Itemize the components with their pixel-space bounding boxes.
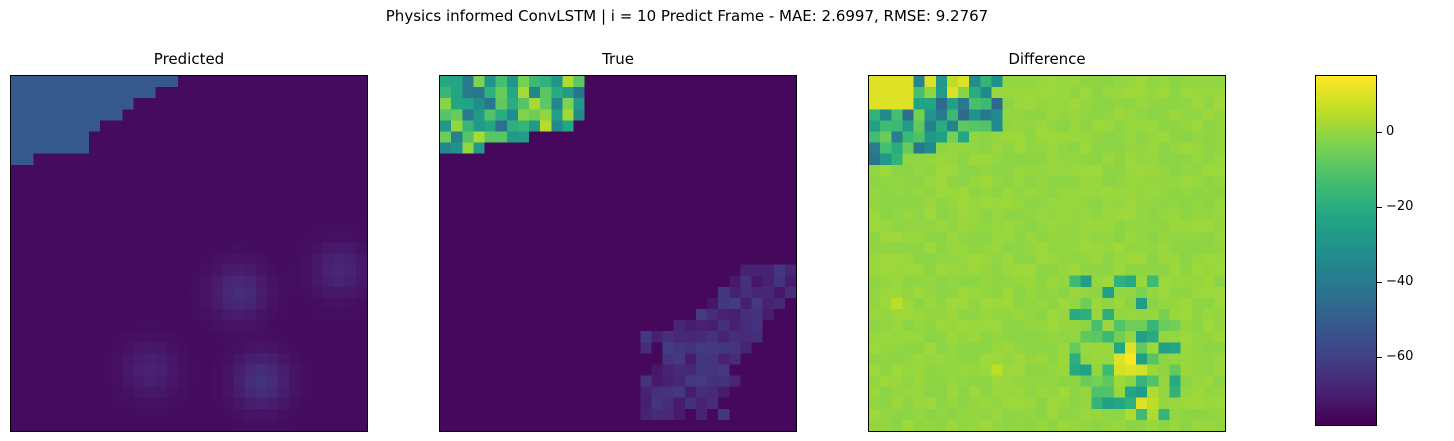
colorbar-tick <box>1377 282 1382 283</box>
difference-heatmap-canvas <box>869 76 1225 431</box>
predicted-heatmap <box>10 75 368 432</box>
true-heatmap <box>439 75 797 432</box>
true-title: True <box>602 50 634 68</box>
colorbar-gradient <box>1316 76 1376 425</box>
difference-title: Difference <box>1008 50 1086 68</box>
difference-heatmap <box>868 75 1226 432</box>
colorbar <box>1315 75 1377 426</box>
true-heatmap-canvas <box>440 76 796 431</box>
colorbar-tick-label: 0 <box>1386 124 1395 139</box>
colorbar-tick-label: −20 <box>1386 199 1414 214</box>
colorbar-tick <box>1377 207 1382 208</box>
predicted-heatmap-canvas <box>11 76 367 431</box>
colorbar-tick <box>1377 132 1382 133</box>
colorbar-tick-label: −40 <box>1386 274 1414 289</box>
colorbar-tick-label: −60 <box>1386 349 1414 364</box>
predicted-title: Predicted <box>153 50 225 68</box>
colorbar-tick <box>1377 357 1382 358</box>
figure-title: Physics informed ConvLSTM | i = 10 Predi… <box>385 7 989 25</box>
